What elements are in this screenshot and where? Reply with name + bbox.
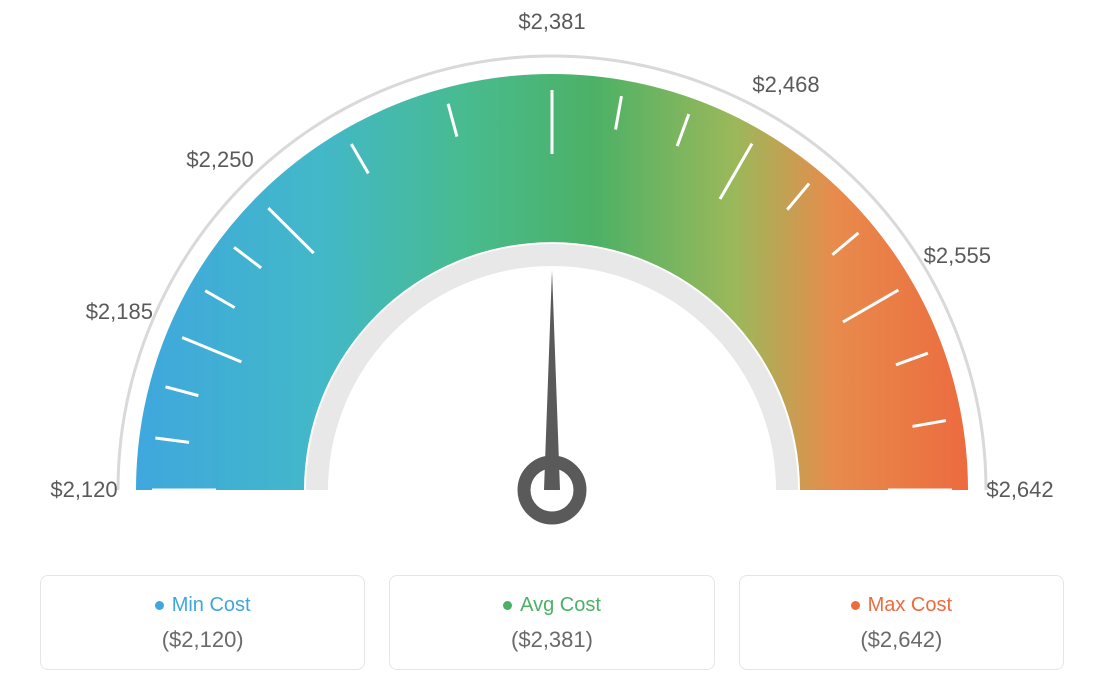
avg-cost-card: Avg Cost ($2,381) [389, 575, 714, 670]
max-dot-icon [851, 601, 860, 610]
gauge-tick-label: $2,381 [518, 9, 585, 35]
min-cost-value: ($2,120) [51, 627, 354, 653]
max-cost-title: Max Cost [868, 594, 952, 617]
gauge-tick-label: $2,185 [86, 299, 153, 325]
avg-dot-icon [503, 601, 512, 610]
avg-cost-header: Avg Cost [503, 594, 601, 617]
min-dot-icon [155, 601, 164, 610]
gauge-tick-label: $2,555 [924, 243, 991, 269]
cost-cards: Min Cost ($2,120) Avg Cost ($2,381) Max … [0, 575, 1104, 670]
max-cost-value: ($2,642) [750, 627, 1053, 653]
gauge-svg [0, 0, 1104, 540]
gauge-tick-label: $2,120 [50, 477, 117, 503]
gauge-chart: $2,120 $2,185 $2,250 $2,381 $2,468 $2,555 $2,6… [0, 0, 1104, 540]
avg-cost-value: ($2,381) [400, 627, 703, 653]
max-cost-card: Max Cost ($2,642) [739, 575, 1064, 670]
avg-cost-title: Avg Cost [520, 594, 601, 617]
min-cost-card: Min Cost ($2,120) [40, 575, 365, 670]
min-cost-title: Min Cost [172, 594, 251, 617]
max-cost-header: Max Cost [851, 594, 952, 617]
min-cost-header: Min Cost [155, 594, 251, 617]
gauge-tick-label: $2,642 [986, 477, 1053, 503]
gauge-tick-label: $2,250 [186, 147, 253, 173]
gauge-tick-label: $2,468 [752, 72, 819, 98]
